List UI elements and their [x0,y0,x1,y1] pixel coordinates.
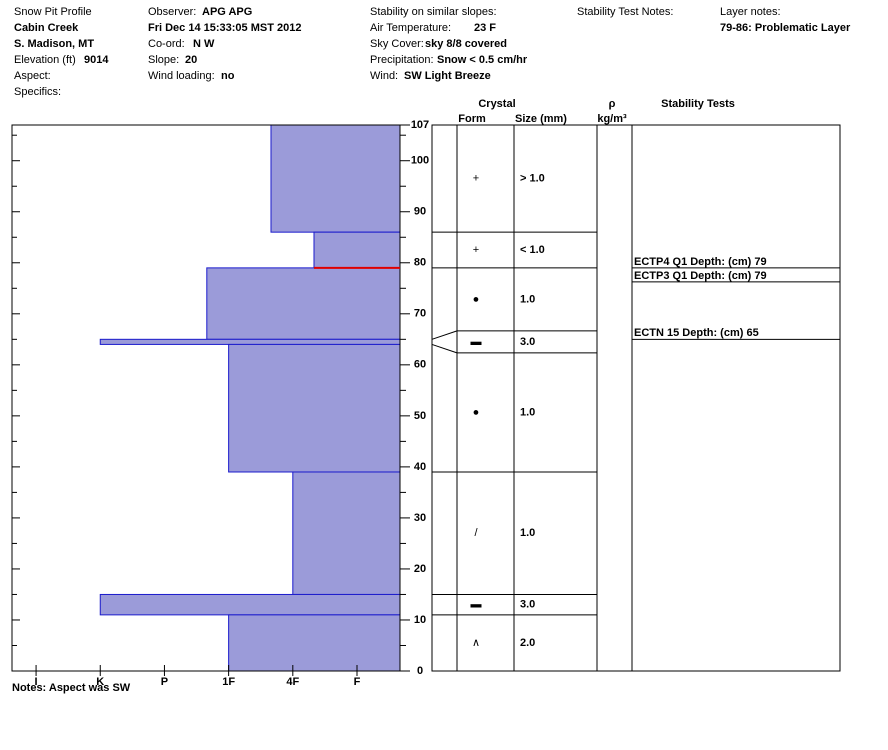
grain-form: + [473,244,479,256]
test-label: ECTP4 Q1 Depth: (cm) 79 [634,256,767,268]
y-tick-label: 100 [411,155,429,167]
y-tick-label: 60 [414,359,426,371]
test-label: ECTP3 Q1 Depth: (cm) 79 [634,270,767,282]
grain-form: ● [473,406,480,418]
field-label: Co-ord: [148,38,185,50]
grain-size: > 1.0 [520,172,545,184]
hardness-layer [228,343,401,473]
grain-size: 1.0 [520,293,535,305]
x-tick-label: P [161,676,168,688]
date: Fri Dec 14 15:33:05 MST 2012 [148,22,302,34]
column-header: Stability Tests [661,98,735,110]
grain-form: ∧ [472,637,480,649]
field-value: APG APG [202,6,253,18]
hardness-layer [206,267,401,340]
y-tick-label: 0 [417,665,423,677]
field-value: 79-86: Problematic Layer [720,22,851,34]
hardness-layer [292,471,401,595]
field-value: no [221,70,235,82]
y-tick-label: 30 [414,512,426,524]
grain-form: ▬ [471,599,482,611]
grain-size: 3.0 [520,336,535,348]
column-header: Crystal [478,98,515,110]
field-label: Wind: [370,70,399,82]
hardness-layer [99,593,401,616]
grain-size: < 1.0 [520,244,545,256]
field-label: Stability Test Notes: [577,6,674,18]
field-label: Layer notes: [720,6,781,18]
grain-size: 2.0 [520,637,535,649]
table-frame [431,124,841,672]
field-label: Precipitation: [370,54,434,66]
grain-form: + [473,172,479,184]
region: S. Madison, MT [14,38,95,50]
y-tick-label: 70 [414,308,426,320]
column-header: ρ [609,98,616,110]
field-value: 9014 [84,54,109,66]
x-tick-label: 1F [222,676,235,688]
grain-form: / [474,527,478,539]
field-value: SW Light Breeze [404,70,491,82]
x-tick-label: K [96,676,104,688]
y-tick-label: 90 [414,206,426,218]
column-header: Form [458,113,486,125]
field-label: Sky Cover: [370,38,424,50]
y-tick-label: 50 [414,410,426,422]
hardness-layer [99,338,401,345]
column-header: Size (mm) [515,113,567,125]
grain-size: 3.0 [520,599,535,611]
field-label: Specifics: [14,86,62,98]
x-tick-label: F [354,676,361,688]
field-label: Wind loading: [148,70,215,82]
grain-form: ▬ [471,336,482,348]
row-connector [431,343,458,354]
hardness-layer [228,614,401,672]
row-connector [431,330,458,340]
field-value: N W [193,38,215,50]
y-tick-label: 107 [411,119,429,131]
y-tick-label: 40 [414,461,426,473]
location: Cabin Creek [14,22,79,34]
field-label: Observer: [148,6,197,18]
y-tick-label: 80 [414,257,426,269]
hardness-layer [270,124,401,233]
hardness-layer [313,231,401,269]
notes: Notes: Aspect was SW [12,682,131,694]
field-label: Air Temperature: [370,22,452,34]
field-value: 23 F [474,22,497,34]
x-tick-label: I [35,676,38,688]
x-tick-label: 4F [286,676,299,688]
y-tick-label: 10 [414,614,426,626]
grain-form: ● [473,293,480,305]
test-label: ECTN 15 Depth: (cm) 65 [634,327,759,339]
plot-frame [11,124,401,672]
field-value: 20 [185,54,198,66]
field-value: sky 8/8 covered [425,38,507,50]
field-value: Snow < 0.5 cm/hr [437,54,528,66]
field-label: Elevation (ft) [14,54,76,66]
column-header: kg/m³ [597,113,627,125]
field-label: Stability on similar slopes: [370,6,497,18]
y-tick-label: 20 [414,563,426,575]
field-label: Slope: [148,54,180,66]
field-label: Aspect: [14,70,51,82]
grain-size: 1.0 [520,406,535,418]
grain-size: 1.0 [520,527,535,539]
title: Snow Pit Profile [14,6,92,18]
